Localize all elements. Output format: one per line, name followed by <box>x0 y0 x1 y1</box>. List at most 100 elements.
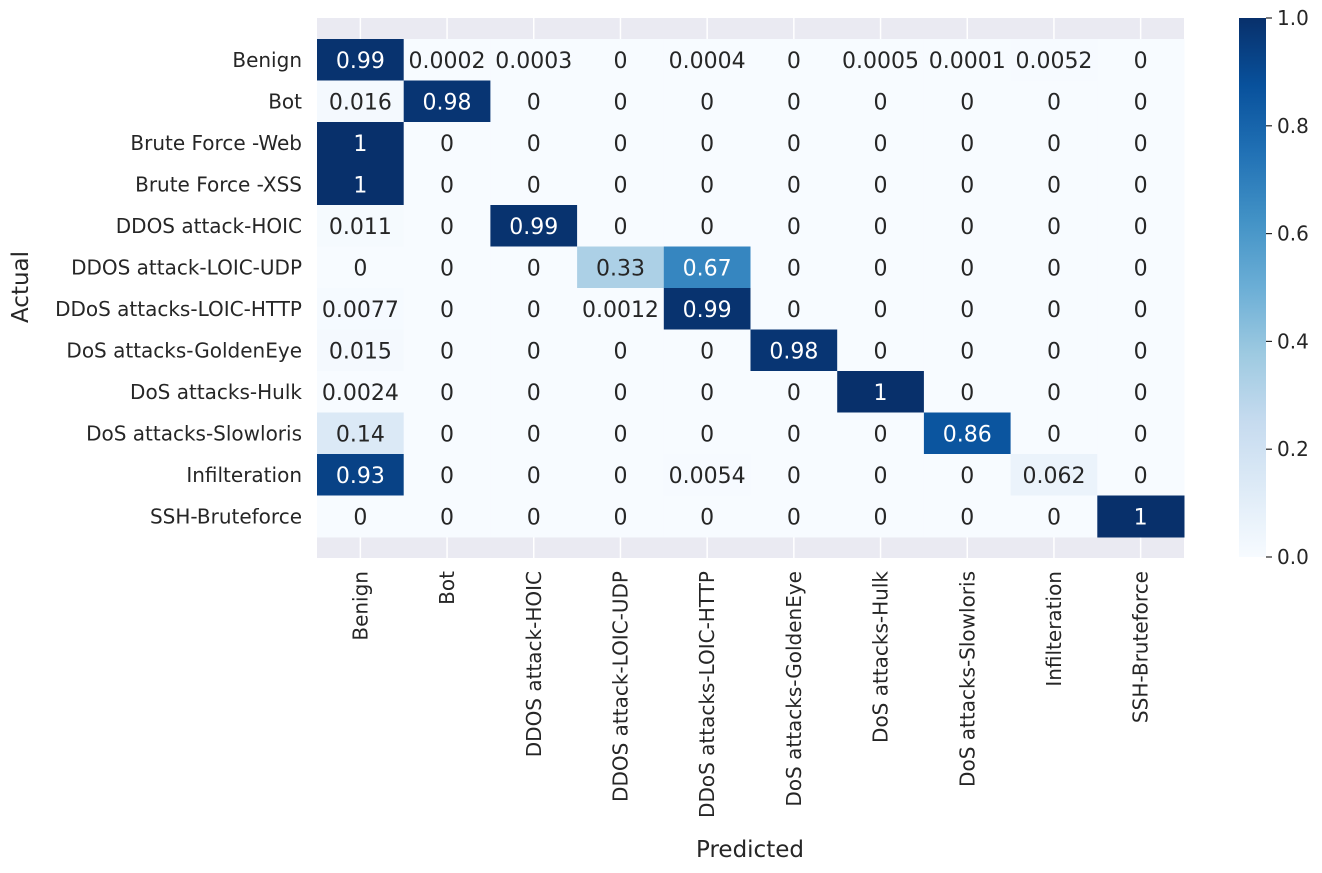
cell-value-label: 0 <box>1134 90 1148 115</box>
heatmap-cell <box>837 454 925 496</box>
heatmap-cell <box>317 495 405 538</box>
cell-value-label: 0 <box>1134 298 1148 323</box>
heatmap-cell <box>923 412 1012 455</box>
row-tick-label: DDOS attack-HOIC <box>116 214 302 238</box>
colorbar-ticks: 0.0 0.2 0.4 0.6 0.8 1.0 <box>1266 6 1309 569</box>
heatmap-cell <box>663 163 751 206</box>
heatmap-cell <box>750 371 838 413</box>
heatmap-cell <box>923 80 1012 123</box>
col-tick-label: DDoS attacks-LOIC-HTTP <box>695 571 719 818</box>
cell-value-label: 0 <box>960 256 974 281</box>
heatmap-cell <box>577 412 665 455</box>
heatmap-cell <box>1097 371 1185 413</box>
cell-value-label: 0 <box>527 90 541 115</box>
heatmap-cell <box>1010 122 1098 164</box>
cell-value-label: 0 <box>527 298 541 323</box>
cell-value-label: 0 <box>613 49 627 74</box>
heatmap-cell <box>490 371 578 413</box>
heatmap-cell <box>577 39 665 81</box>
cell-value-label: 0 <box>787 505 801 530</box>
cell-value-label: 0 <box>527 132 541 157</box>
cell-value-label: 0 <box>440 298 454 323</box>
heatmap-cell <box>317 163 405 206</box>
row-tick-label: Brute Force -XSS <box>135 172 302 196</box>
cell-value-label: 0.33 <box>596 256 645 281</box>
cell-value-label: 0 <box>527 256 541 281</box>
heatmap-cell <box>490 205 578 247</box>
heatmap-cell <box>490 80 578 123</box>
cell-value-label: 0 <box>527 505 541 530</box>
cell-value-label: 0 <box>787 381 801 406</box>
cell-value-label: 0.0052 <box>1015 49 1092 74</box>
heatmap-cell <box>1097 80 1185 123</box>
heatmap-cell <box>837 205 925 247</box>
cell-value-label: 0.99 <box>336 49 385 74</box>
heatmap-cell <box>577 371 665 413</box>
cell-value-label: 0.14 <box>336 422 385 447</box>
heatmap-cell <box>837 39 925 81</box>
heatmap-cell <box>663 495 751 538</box>
heatmap-cells: 0.99 0.0002 0.0003 0 0.0004 0 0.0005 0.0001 0.00… <box>317 39 1185 538</box>
heatmap-cell <box>577 80 665 123</box>
heatmap-cell <box>750 80 838 123</box>
cell-value-label: 0 <box>874 90 888 115</box>
heatmap-cell <box>1097 246 1185 289</box>
cell-value-label: 0 <box>700 339 714 364</box>
cell-value-label: 0 <box>960 464 974 489</box>
row-tick-label: Bot <box>268 89 302 113</box>
row-tick-label: Infilteration <box>186 463 302 487</box>
cell-value-label: 0 <box>440 505 454 530</box>
heatmap-cell <box>923 371 1012 413</box>
col-tick-label: Benign <box>348 571 372 641</box>
cell-value-label: 0.93 <box>336 464 385 489</box>
cell-value-label: 0 <box>1047 256 1061 281</box>
cell-value-label: 0 <box>1047 90 1061 115</box>
cell-value-label: 0 <box>440 422 454 447</box>
heatmap-cell <box>1010 288 1098 330</box>
cell-value-label: 0 <box>440 339 454 364</box>
heatmap-cell <box>490 39 578 81</box>
cell-value-label: 0 <box>1134 132 1148 157</box>
heatmap-cell <box>490 246 578 289</box>
heatmap-cell <box>317 371 405 413</box>
row-tick-label: DDOS attack-LOIC-UDP <box>71 255 302 279</box>
cell-value-label: 0 <box>960 132 974 157</box>
row-tick-labels: Benign Bot Brute Force -Web Brute Force -XS… <box>55 48 302 529</box>
col-tick-label: DoS attacks-Slowloris <box>955 571 979 787</box>
colorbar-tick-label: 0.6 <box>1277 222 1309 246</box>
colorbar-tick-label: 0.4 <box>1277 329 1309 353</box>
heatmap-cell <box>923 495 1012 538</box>
col-tick-label: SSH-Bruteforce <box>1129 571 1153 723</box>
cell-value-label: 0.86 <box>943 422 992 447</box>
cell-value-label: 0 <box>874 132 888 157</box>
heatmap-cell <box>663 329 751 372</box>
heatmap-cell <box>923 288 1012 330</box>
cell-value-label: 0 <box>613 90 627 115</box>
heatmap-cell <box>317 454 405 496</box>
heatmap-cell <box>490 412 578 455</box>
cell-value-label: 0.98 <box>423 90 472 115</box>
heatmap-cell <box>750 412 838 455</box>
heatmap-cell <box>1010 80 1098 123</box>
heatmap-cell <box>1097 288 1185 330</box>
colorbar-tick-label: 0.8 <box>1277 114 1309 138</box>
heatmap-cell <box>837 122 925 164</box>
heatmap-cell <box>1097 163 1185 206</box>
heatmap-cell <box>923 205 1012 247</box>
heatmap-cell <box>1097 412 1185 455</box>
cell-value-label: 0.0001 <box>929 49 1006 74</box>
cell-value-label: 0 <box>1047 298 1061 323</box>
cell-value-label: 0 <box>1047 132 1061 157</box>
heatmap-cell <box>663 205 751 247</box>
heatmap-cell <box>403 246 491 289</box>
cell-value-label: 0 <box>613 464 627 489</box>
heatmap-cell <box>577 163 665 206</box>
heatmap-cell <box>403 495 491 538</box>
cell-value-label: 0 <box>613 173 627 198</box>
heatmap-cell <box>317 246 405 289</box>
heatmap-cell <box>837 412 925 455</box>
heatmap-cell <box>1097 122 1185 164</box>
heatmap-cell <box>750 39 838 81</box>
cell-value-label: 1 <box>874 381 888 406</box>
